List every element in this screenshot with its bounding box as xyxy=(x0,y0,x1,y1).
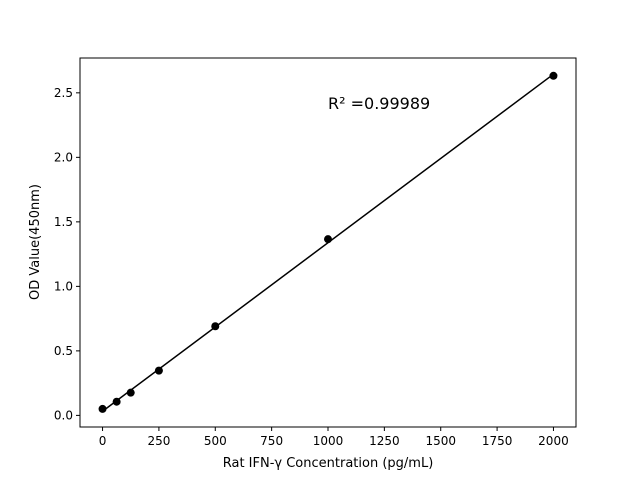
y-axis-ticks: 0.0 0.5 1.0 1.5 2.0 2.5 xyxy=(54,86,80,422)
x-tick-label: 500 xyxy=(204,434,227,448)
x-tick-label: 1250 xyxy=(369,434,400,448)
y-tick-label: 0.5 xyxy=(54,344,73,358)
x-tick-label: 250 xyxy=(147,434,170,448)
r-squared-annotation: R² =0.99989 xyxy=(328,94,430,113)
x-tick-label: 1750 xyxy=(482,434,513,448)
data-point xyxy=(324,235,332,244)
y-tick-label: 0.0 xyxy=(54,408,73,422)
data-point xyxy=(112,397,121,406)
y-tick-label: 1.5 xyxy=(54,215,73,229)
data-point xyxy=(126,388,135,397)
data-series xyxy=(98,71,558,413)
y-axis-label: OD Value(450nm) xyxy=(28,184,43,300)
x-tick-label: 0 xyxy=(99,434,107,448)
x-tick-label: 1000 xyxy=(313,434,344,448)
x-tick-label: 750 xyxy=(260,434,283,448)
y-tick-label: 1.0 xyxy=(54,279,73,293)
x-tick-label: 1500 xyxy=(425,434,456,448)
y-tick-label: 2.5 xyxy=(54,86,73,100)
x-tick-label: 2000 xyxy=(538,434,569,448)
x-axis-ticks: 0 250 500 750 1000 1250 1500 1750 2000 xyxy=(99,427,569,448)
data-point xyxy=(154,366,163,375)
data-point xyxy=(98,404,107,413)
y-tick-label: 2.0 xyxy=(54,150,73,164)
data-point xyxy=(549,71,558,80)
data-point xyxy=(211,322,220,331)
x-axis-label: Rat IFN-γ Concentration (pg/mL) xyxy=(223,456,434,471)
